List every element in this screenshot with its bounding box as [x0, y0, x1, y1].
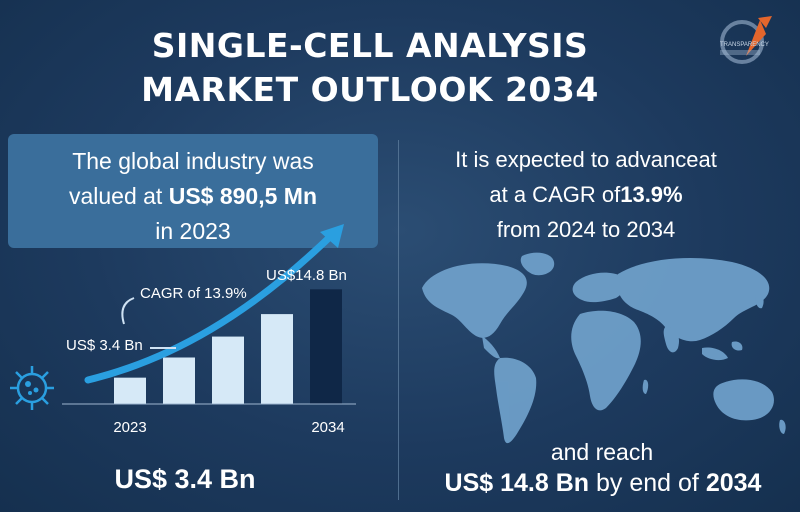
callout-line-2: valued at US$ 890,5 Mn	[8, 179, 378, 214]
callout-line-1: The global industry was	[72, 148, 314, 174]
forecast-text: It is expected to advanceat at a CAGR of…	[406, 142, 766, 247]
cell-icon	[4, 362, 60, 414]
forecast-cagr-value: 13.9%	[620, 182, 683, 207]
start-value-label: US$ 3.4 Bn	[66, 337, 143, 354]
x-tick-label-2034: 2034	[311, 419, 344, 436]
forecast-line-2-prefix: at a CAGR of	[489, 182, 621, 207]
callout-line-2-prefix: valued at	[68, 183, 169, 209]
world-map	[422, 252, 786, 444]
start-market-value: US$ 3.4 Bn	[114, 464, 256, 494]
valuation-callout: The global industry was valued at US$ 89…	[8, 134, 378, 248]
bar-2	[212, 336, 244, 404]
final-value: US$ 14.8 Bn	[444, 469, 590, 497]
title-line-1: SINGLE-CELL ANALYSIS	[151, 26, 589, 65]
end-value-label: US$14.8 Bn	[266, 267, 347, 284]
forecast-line-2: at a CAGR of13.9%	[406, 177, 766, 212]
growth-arrow-head	[320, 224, 344, 248]
bar-1	[163, 357, 195, 404]
title-line-2: MARKET OUTLOOK 2034	[141, 70, 599, 109]
column-divider	[398, 140, 399, 500]
bar-4	[310, 289, 342, 404]
reach-label: and reach	[550, 439, 654, 465]
forecast-line-1: It is expected to advanceat	[455, 147, 717, 172]
cagr-pointer	[121, 297, 135, 325]
company-logo: TRANSPARENCY	[718, 12, 780, 70]
callout-value: US$ 890,5 Mn	[168, 183, 318, 209]
final-suffix: by end of	[589, 469, 706, 497]
x-tick-label-2023: 2023	[113, 419, 146, 436]
bar-0	[114, 377, 146, 404]
bar-3	[261, 314, 293, 404]
page-title: SINGLE-CELL ANALYSIS MARKET OUTLOOK 2034	[0, 24, 740, 112]
final-year: 2034	[705, 469, 762, 497]
forecast-line-3: from 2024 to 2034	[496, 217, 676, 242]
callout-line-3: in 2023	[155, 218, 231, 244]
final-value-line: US$ 14.8 Bn by end of 2034	[406, 466, 800, 500]
growth-arrow	[84, 228, 339, 384]
growth-bar-chart: CAGR of 13.9% US$ 3.4 Bn US$14.8 Bn 2023…	[62, 224, 356, 436]
cagr-label: CAGR of 13.9%	[140, 285, 247, 302]
logo-wordmark: TRANSPARENCY	[720, 42, 769, 48]
